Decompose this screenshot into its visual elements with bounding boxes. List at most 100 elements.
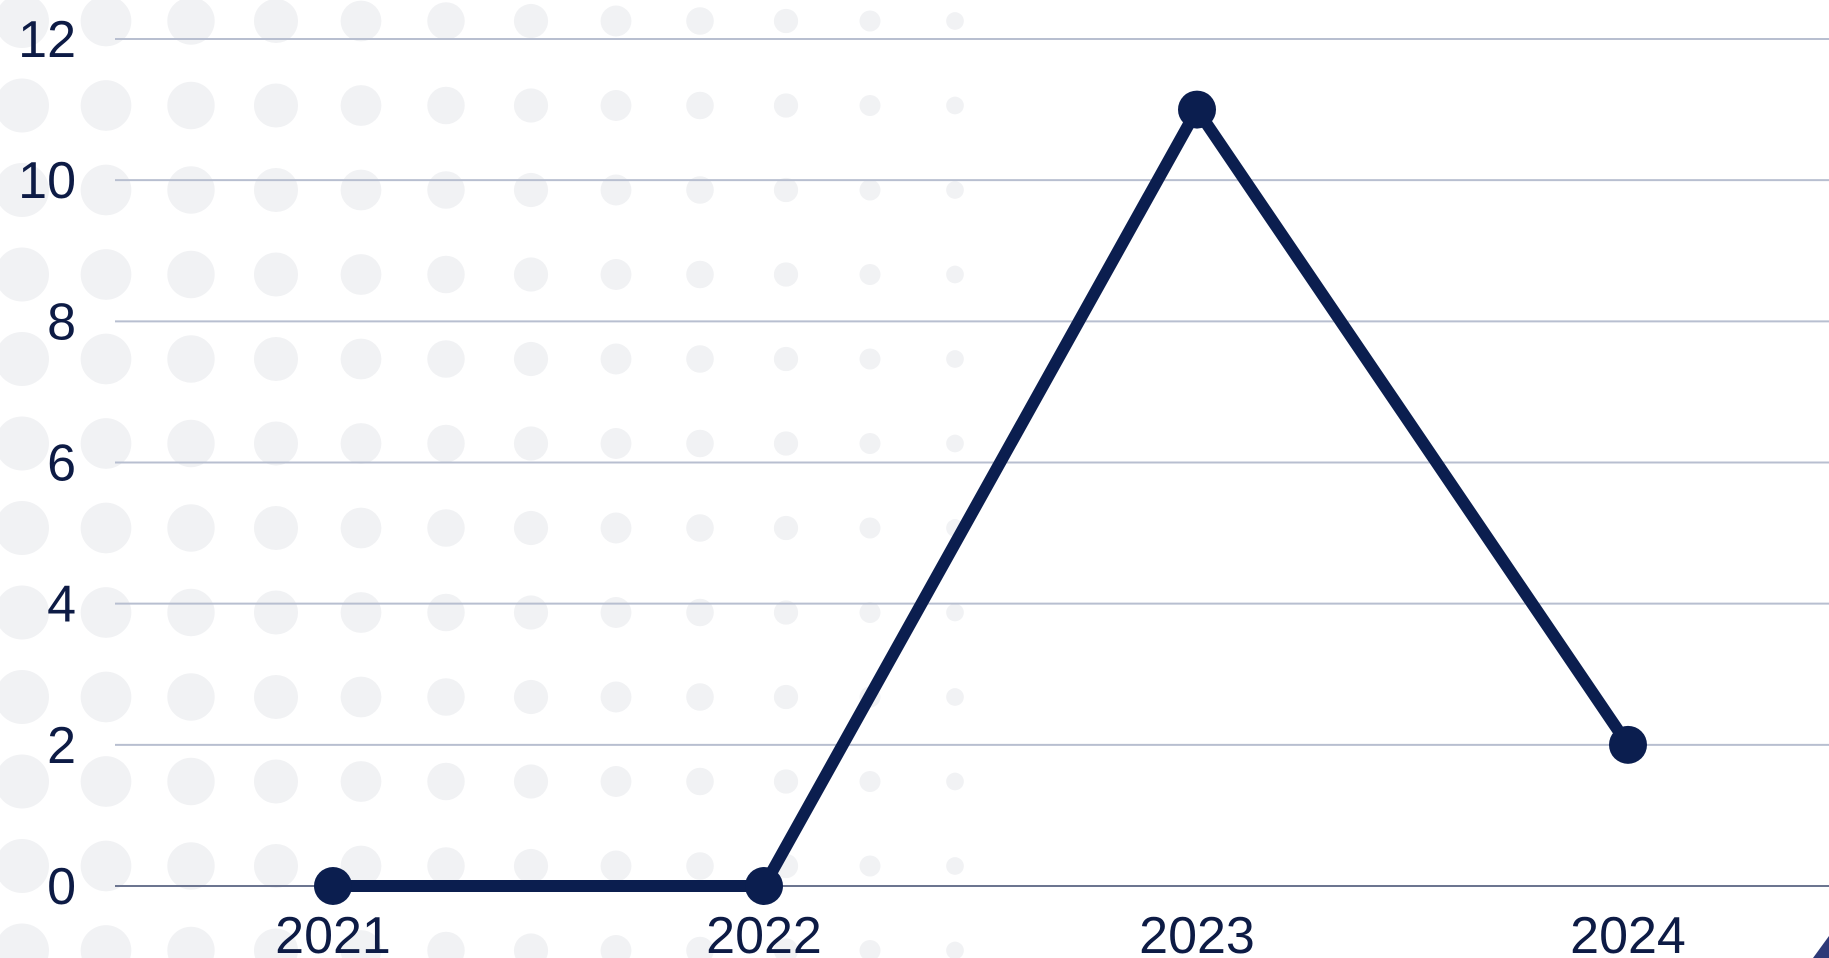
pattern-dot <box>80 587 132 638</box>
pattern-dot <box>600 428 632 459</box>
pattern-dot <box>859 95 881 116</box>
pattern-dot <box>167 673 215 721</box>
pattern-dot <box>513 257 549 292</box>
pattern-dot <box>686 767 714 796</box>
pattern-dot <box>600 5 632 37</box>
pattern-dot <box>427 255 465 294</box>
pattern-dot <box>859 602 881 623</box>
data-point-marker <box>314 867 352 905</box>
data-point-marker <box>1178 90 1216 129</box>
pattern-dot <box>686 91 714 120</box>
pattern-dot <box>340 338 382 380</box>
pattern-dot <box>859 517 881 539</box>
pattern-dot <box>340 169 382 211</box>
pattern-dot <box>773 177 799 203</box>
pattern-dot <box>600 935 632 958</box>
pattern-dot <box>167 504 215 552</box>
pattern-dot <box>686 429 714 458</box>
gridlines <box>115 38 1829 887</box>
pattern-dot <box>686 852 714 880</box>
pattern-dot <box>513 848 549 884</box>
corner-accent <box>1813 936 1829 958</box>
pattern-dot <box>253 674 299 720</box>
y-axis-tick-labels: 0 2 4 6 8 10 12 <box>18 11 76 916</box>
pattern-dot <box>513 426 549 461</box>
pattern-dot <box>167 0 215 45</box>
pattern-dot <box>946 96 964 115</box>
pattern-dot <box>0 247 49 302</box>
dot-pattern-background <box>0 0 964 958</box>
pattern-dot <box>340 592 382 633</box>
pattern-dot <box>340 761 382 802</box>
data-point-marker <box>1609 725 1647 764</box>
pattern-dot <box>773 346 799 372</box>
pattern-dot <box>340 85 382 126</box>
pattern-dot <box>427 678 465 716</box>
pattern-dot <box>600 259 632 290</box>
pattern-dot <box>80 333 132 385</box>
pattern-dot <box>340 507 382 549</box>
y-tick-label: 0 <box>47 858 76 916</box>
pattern-dot <box>340 254 382 295</box>
pattern-dot <box>253 252 299 297</box>
pattern-dot <box>946 941 964 958</box>
pattern-dot <box>946 265 964 284</box>
pattern-dot <box>600 174 632 206</box>
pattern-dot <box>167 335 215 383</box>
pattern-dot <box>167 419 215 468</box>
pattern-dot <box>859 940 881 958</box>
pattern-dot <box>773 938 799 958</box>
pattern-dot <box>946 12 964 30</box>
pattern-dot <box>167 81 215 130</box>
pattern-dot <box>686 598 714 627</box>
pattern-dot <box>773 769 799 794</box>
pattern-dot <box>686 176 714 204</box>
pattern-dot <box>946 350 964 368</box>
y-tick-label: 6 <box>47 435 76 493</box>
pattern-dot <box>600 681 632 713</box>
pattern-dot <box>686 683 714 711</box>
pattern-dot <box>600 90 632 121</box>
x-tick-label: 2023 <box>1139 907 1255 958</box>
x-tick-label: 2021 <box>275 907 391 958</box>
pattern-dot <box>340 0 382 42</box>
pattern-dot <box>946 434 964 453</box>
pattern-dot <box>600 850 632 882</box>
pattern-dot <box>427 2 465 40</box>
pattern-dot <box>513 764 549 799</box>
pattern-dot <box>253 0 299 44</box>
pattern-dot <box>513 3 549 39</box>
pattern-dot <box>946 857 964 875</box>
pattern-dot <box>80 840 132 892</box>
pattern-dot <box>0 923 49 958</box>
pattern-dot <box>946 772 964 791</box>
pattern-dot <box>859 771 881 792</box>
pattern-dot <box>167 588 215 637</box>
pattern-dot <box>773 93 799 118</box>
pattern-dot <box>427 593 465 632</box>
pattern-dot <box>513 172 549 208</box>
pattern-dot <box>80 249 132 300</box>
pattern-dot <box>600 597 632 628</box>
pattern-dot <box>513 933 549 958</box>
pattern-dot <box>80 164 132 216</box>
y-tick-label: 10 <box>18 152 76 210</box>
pattern-dot <box>600 766 632 797</box>
pattern-dot <box>0 585 49 640</box>
pattern-dot <box>600 343 632 375</box>
pattern-dot <box>167 757 215 806</box>
pattern-dot <box>427 424 465 463</box>
pattern-dot <box>340 423 382 464</box>
pattern-dot <box>167 926 215 958</box>
pattern-dot <box>859 855 881 877</box>
pattern-dot <box>946 603 964 622</box>
pattern-dot <box>859 433 881 454</box>
pattern-dot <box>859 179 881 201</box>
pattern-dot <box>80 418 132 469</box>
pattern-dot <box>253 83 299 128</box>
pattern-dot <box>427 847 465 885</box>
pattern-dot <box>80 671 132 723</box>
pattern-dot <box>0 332 49 386</box>
